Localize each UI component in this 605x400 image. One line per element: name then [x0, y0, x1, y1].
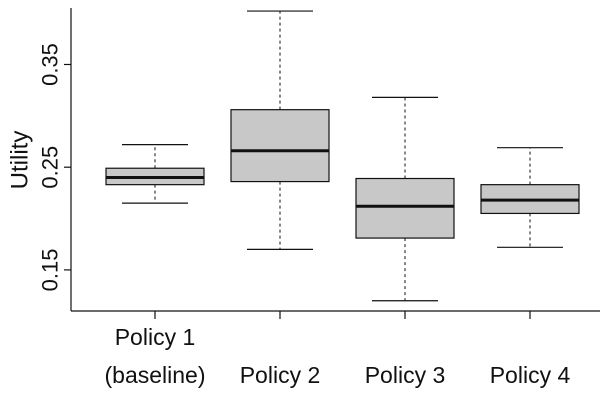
y-axis-label: Utility [7, 131, 34, 190]
box-policy-2 [230, 10, 330, 250]
y-tick-label: 0.35 [38, 43, 63, 86]
labels: 0.15 0.25 0.35 Utility Policy 1 (baseline) Pol… [7, 43, 571, 388]
y-tick-label: 0.25 [38, 146, 63, 189]
y-tick-label: 0.15 [38, 249, 63, 292]
x-tick-label: (baseline) [105, 362, 206, 388]
box-policy-1 [105, 144, 205, 204]
x-tick-label: Policy 1 [115, 324, 196, 350]
boxes [105, 10, 580, 302]
interquartile-box [230, 109, 330, 183]
x-tick-label: Policy 3 [365, 362, 446, 388]
interquartile-box [355, 177, 455, 239]
x-tick-label: Policy 4 [490, 362, 571, 388]
axes [64, 8, 600, 319]
box-policy-4 [480, 147, 580, 248]
x-tick-label: Policy 2 [240, 362, 321, 388]
box-policy-3 [355, 96, 455, 302]
